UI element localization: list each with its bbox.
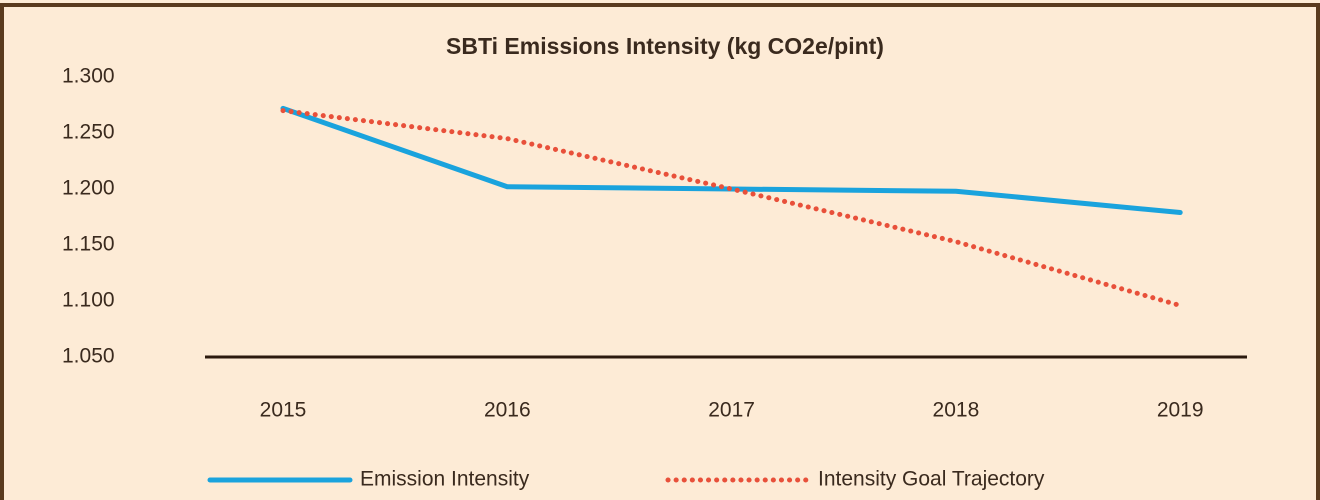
y-tick-label: 1.250 [62,121,115,144]
y-tick-label: 1.300 [62,65,115,88]
legend-label: Intensity Goal Trajectory [818,468,1045,491]
x-tick-label: 2019 [1157,399,1204,422]
y-tick-label: 1.150 [62,233,115,256]
x-tick-label: 2017 [708,399,755,422]
series-line [280,108,1183,308]
y-tick-label: 1.050 [62,345,115,368]
chart-frame [0,3,1320,500]
x-tick-label: 2015 [260,399,307,422]
chart-title: SBTi Emissions Intensity (kg CO2e/pint) [446,33,884,59]
x-tick-label: 2016 [484,399,531,422]
legend-label: Emission Intensity [360,468,530,491]
y-tick-label: 1.100 [62,289,115,312]
x-tick-label: 2018 [933,399,980,422]
y-tick-label: 1.200 [62,177,115,200]
